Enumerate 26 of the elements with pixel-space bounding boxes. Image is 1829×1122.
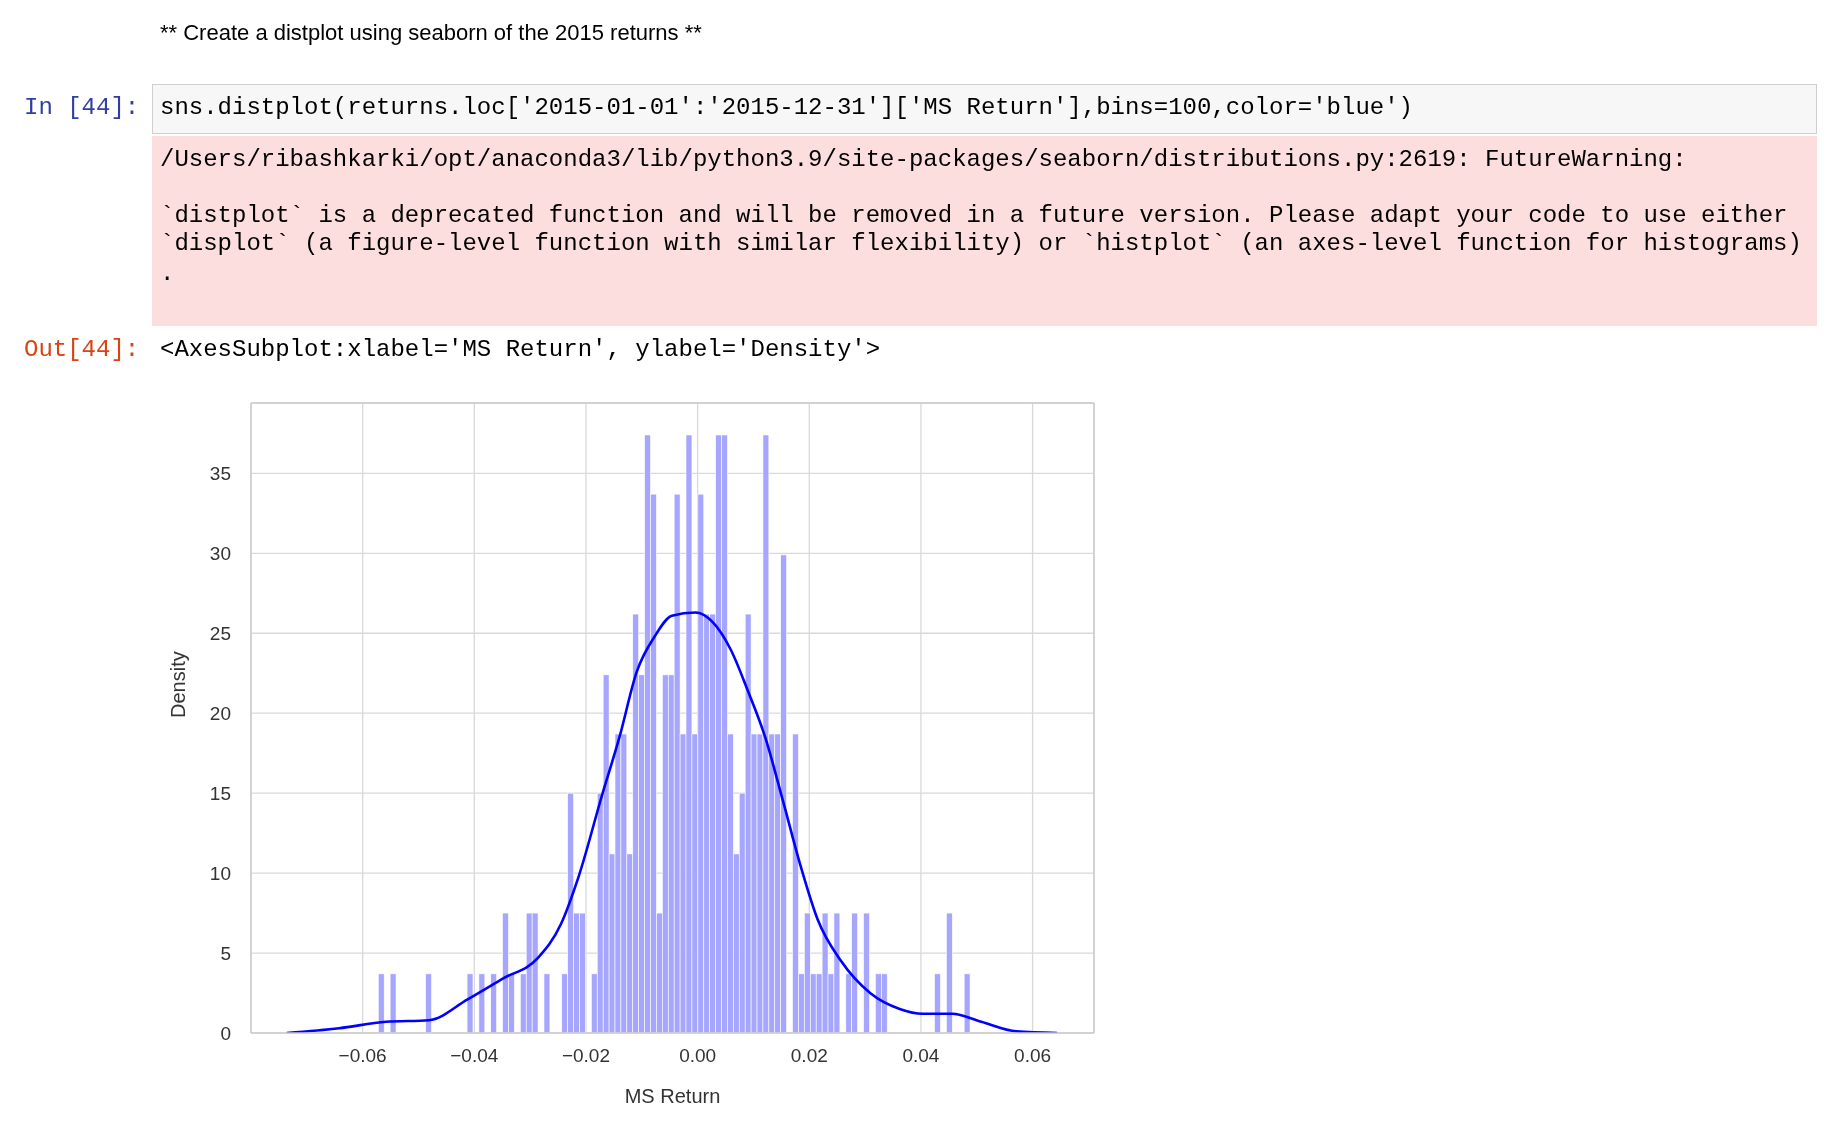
y-tick-label: 10	[209, 862, 231, 884]
x-tick-label: 0.02	[790, 1045, 828, 1067]
text: <AxesSubplot:xlabel='MS Return', ylabel='Density'>	[160, 336, 881, 363]
y-tick-label: 30	[209, 543, 231, 565]
y-tick-label: 15	[209, 782, 231, 804]
y-tick-label: 0	[220, 1022, 231, 1044]
y-tick-label: 20	[209, 702, 231, 724]
text: /Users/ribashkarki/opt/anaconda3/lib/python3.9/site-packages/seaborn/distributions.py:2619: FutureWarning:	[160, 146, 1687, 173]
text: ** Create a distplot using seaborn of the 2015 returns **	[160, 20, 702, 46]
text: `distplot` is a deprecated function and will be removed in a future version. Please adapt your code to use either	[160, 202, 1788, 229]
x-axis-title: MS Return	[624, 1085, 721, 1107]
x-tick-label: 0.06	[1014, 1045, 1052, 1067]
x-tick-label: −0.06	[338, 1045, 387, 1067]
text: .	[160, 260, 175, 287]
y-tick-label: 35	[209, 463, 231, 485]
text: `displot` (a figure-level function with similar flexibility) or `histplot` (an axes-level function for histograms)	[160, 230, 1802, 257]
x-tick-label: −0.04	[450, 1045, 499, 1067]
y-tick-label: 5	[220, 942, 231, 964]
x-tick-label: −0.02	[561, 1045, 611, 1067]
y-tick-label: 25	[209, 623, 231, 644]
x-tick-label: 0.04	[902, 1045, 940, 1067]
y-axis-title: Density	[167, 651, 190, 718]
x-tick-label: 0.00	[679, 1045, 717, 1067]
text: In [44]:	[24, 94, 140, 121]
text: sns.distplot(returns.loc['2015-01-01':'2015-12-31']['MS Return'],bins=100,color='blue')	[160, 94, 1414, 121]
text: Out[44]:	[24, 336, 140, 363]
